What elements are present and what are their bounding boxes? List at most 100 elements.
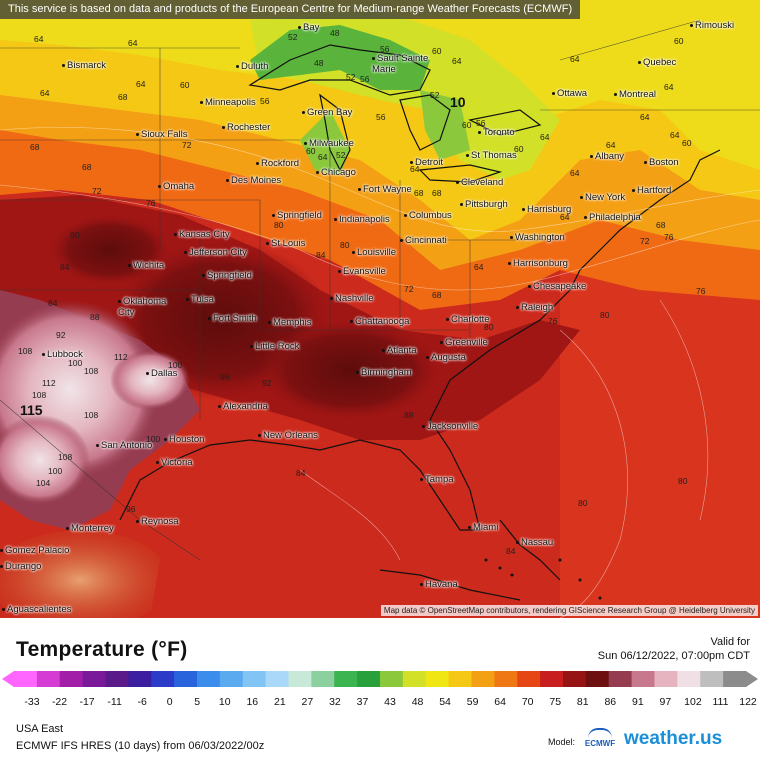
temperature-value: 48 [330, 28, 340, 38]
city-label: Kansas City [174, 229, 230, 240]
temperature-value: 56 [360, 74, 370, 84]
city-label: Greenville [440, 337, 488, 348]
city-label: Rockford [256, 158, 299, 169]
city-label: Victoria [156, 457, 193, 468]
city-label: Omaha [158, 181, 194, 192]
city-label: Harrisburg [522, 204, 571, 215]
city-label: Wichita [128, 260, 164, 271]
temperature-value: 92 [56, 330, 66, 340]
city-label: Jacksonville [422, 421, 478, 432]
scale-swatch [677, 671, 701, 687]
temperature-value: 56 [476, 118, 486, 128]
scale-swatch [59, 671, 84, 687]
temperature-value: 60 [432, 46, 442, 56]
city-label: Duluth [236, 61, 268, 72]
city-label: New Orleans [258, 430, 318, 441]
city-label: Washington [510, 232, 565, 243]
scale-swatch [402, 671, 427, 687]
city-label: Cincinnati [400, 235, 447, 246]
temperature-value: 112 [114, 352, 128, 362]
map-attribution[interactable]: Map data © OpenStreetMap contributors, r… [380, 605, 758, 616]
city-label: Chattanooga [350, 316, 409, 327]
city-label: Oklahoma City [118, 296, 167, 318]
temperature-value: 72 [404, 284, 414, 294]
model-run-label: ECMWF IFS HRES (10 days) from 06/03/2022… [16, 740, 265, 752]
scale-tick-label: 64 [494, 696, 506, 708]
extreme-value: 115 [20, 402, 43, 418]
scale-tick-label: 54 [439, 696, 451, 708]
city-label: Sault Sainte Marie [372, 53, 429, 75]
temperature-value: 100 [146, 434, 161, 444]
temperature-value: 64 [560, 212, 570, 222]
city-label: Charlotte [446, 314, 490, 325]
scale-swatch [128, 671, 152, 687]
city-label: Lubbock [42, 349, 83, 360]
city-label: Houston [164, 434, 204, 445]
temperature-value: 60 [306, 146, 316, 156]
temperature-map[interactable]: This service is based on data and produc… [0, 0, 760, 618]
scale-swatch [540, 671, 564, 687]
temperature-value: 100 [168, 360, 183, 370]
ecmwf-arc-icon [588, 728, 612, 738]
city-label: Rimouski [690, 20, 734, 31]
scale-swatch [334, 671, 358, 687]
temperature-value: 60 [514, 144, 524, 154]
scale-right-arrow-icon [746, 671, 758, 687]
scale-tick-label: 102 [684, 696, 702, 708]
temperature-value: 64 [128, 38, 138, 48]
city-label: Ottawa [552, 88, 587, 99]
temperature-value: 84 [296, 468, 306, 478]
ecmwf-banner: This service is based on data and produc… [0, 0, 581, 19]
temperature-value: 84 [316, 250, 326, 260]
weather-us-logo[interactable]: weather.us [624, 728, 723, 749]
temperature-value: 52 [346, 72, 356, 82]
temperature-value: 84 [506, 546, 516, 556]
scale-tick-label: 59 [466, 696, 479, 708]
city-label: Gomez Palacio [0, 545, 69, 556]
temperature-value: 60 [674, 36, 684, 46]
scale-tick-label: -33 [24, 696, 40, 708]
temperature-value: 64 [540, 132, 550, 142]
temperature-value: 60 [682, 138, 692, 148]
temperature-value: 108 [18, 346, 33, 356]
city-label: Augusta [426, 352, 466, 363]
city-label: Louisville [352, 247, 396, 258]
temperature-value: 100 [48, 466, 63, 476]
city-label: San Antonio [96, 440, 152, 451]
temperature-value: 72 [182, 140, 192, 150]
scale-tick-label: 37 [356, 696, 369, 708]
scale-tick-label: 16 [246, 696, 259, 708]
scale-tick-label: 122 [739, 696, 757, 708]
city-label: Sioux Falls [136, 129, 187, 140]
temperature-value: 108 [58, 452, 73, 462]
scale-swatch [14, 671, 38, 687]
legend-title: Temperature (°F) [16, 638, 188, 661]
scale-swatch [380, 671, 404, 687]
scale-tick-label: 32 [329, 696, 341, 708]
temperature-value: 64 [570, 168, 580, 178]
city-label: Albany [590, 151, 624, 162]
city-label: Tulsa [186, 294, 214, 305]
temperature-value: 68 [432, 188, 442, 198]
city-label: Minneapolis [200, 97, 256, 108]
scale-left-arrow-icon [2, 671, 14, 687]
city-label: Springfield [202, 270, 252, 281]
city-label: Hartford [632, 185, 671, 196]
temperature-value: 84 [48, 298, 58, 308]
temperature-value: 68 [656, 220, 666, 230]
temperature-value: 68 [82, 162, 92, 172]
city-label: Miami [468, 522, 498, 533]
temperature-value: 76 [146, 198, 156, 208]
scale-tick-label: 86 [604, 696, 617, 708]
scale-swatch [219, 671, 244, 687]
temperature-value: 96 [220, 372, 230, 382]
temperature-value: 104 [36, 478, 51, 488]
temperature-value: 72 [640, 236, 650, 246]
temperature-value: 64 [136, 79, 146, 89]
city-label: New York [580, 192, 625, 203]
temperature-value: 48 [314, 58, 324, 68]
city-label: Alexandria [218, 401, 268, 412]
scale-swatch [471, 671, 495, 687]
scale-swatch [608, 671, 633, 687]
scale-swatch [288, 671, 312, 687]
